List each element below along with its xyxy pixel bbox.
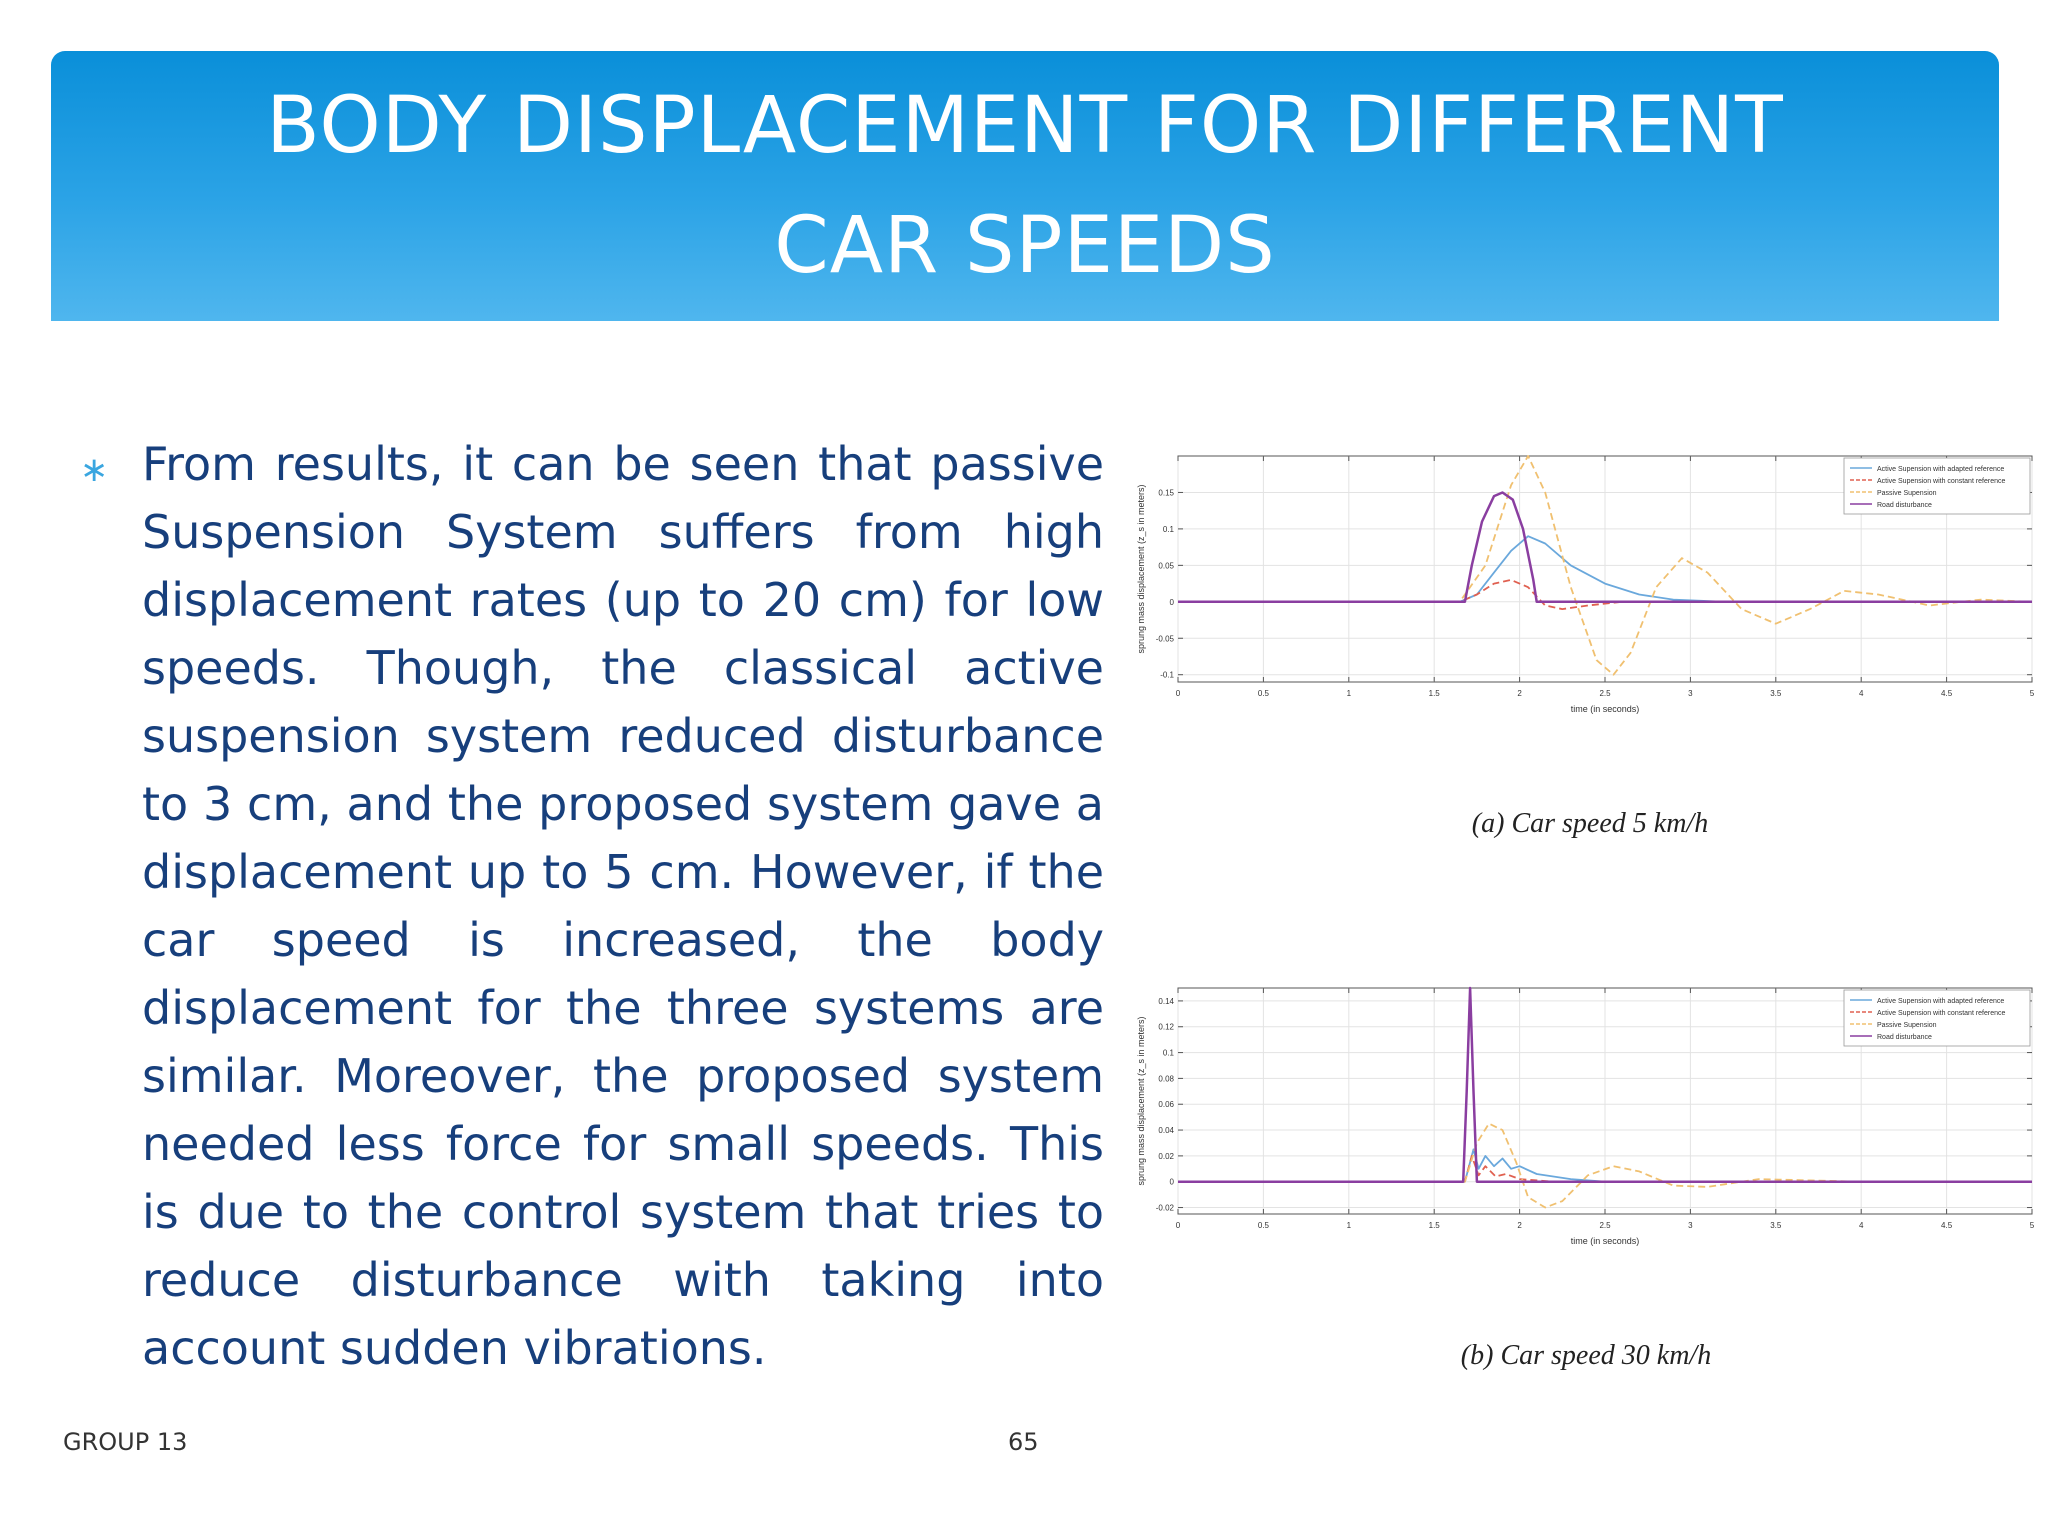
chart-a-legend-box <box>1843 457 2031 515</box>
chart-b-caption: (b) Car speed 30 km/h <box>1460 1340 1712 1371</box>
chart-b-xtick-label: 1 <box>1347 1221 1352 1230</box>
chart-a-series-4 <box>1178 491 2032 604</box>
chart-a-ytick-label: -0.1 <box>1160 671 1174 680</box>
chart-b-legend-label: Active Supension with constant reference <box>1877 1010 2006 1017</box>
title-banner: BODY DISPLACEMENT FOR DIFFERENT CAR SPEE… <box>51 51 1999 321</box>
chart-b-legend-label: Road disturbance <box>1877 1034 1932 1041</box>
chart-a-xtick-label: 0.5 <box>1258 689 1270 698</box>
chart-b-ytick-label: 0.06 <box>1158 1100 1174 1109</box>
chart-b-ylabel: sprung mass displacement (z_s in meters) <box>1136 1016 1146 1185</box>
chart-b-xtick-label: 3.5 <box>1770 1221 1782 1230</box>
chart-b-xlabel: time (in seconds) <box>1571 1236 1640 1246</box>
chart-b-ytick-label: 0.1 <box>1163 1049 1175 1058</box>
chart-a-xtick-label: 1.5 <box>1429 689 1441 698</box>
chart-a-ylabel: sprung mass displacement (z_s in meters) <box>1136 484 1146 653</box>
chart-a-legend-label: Passive Supension <box>1877 490 1937 497</box>
chart-b-ytick-label: 0.04 <box>1158 1126 1174 1135</box>
chart-b-xtick-label: 3 <box>1688 1221 1693 1230</box>
bullet-star-icon: ∗ <box>80 450 109 490</box>
chart-b-xtick-label: 0.5 <box>1258 1221 1270 1230</box>
chart-a-ytick-label: -0.05 <box>1156 634 1175 643</box>
chart-a-xtick-label: 2.5 <box>1599 689 1611 698</box>
chart-a-legend: Active Supension with adapted reference A… <box>1843 457 2031 515</box>
chart-b-xtick-label: 2.5 <box>1599 1221 1611 1230</box>
chart-a-xtick-label: 3 <box>1688 689 1693 698</box>
chart-a-legend-label: Road disturbance <box>1877 502 1932 509</box>
slide-title: BODY DISPLACEMENT FOR DIFFERENT CAR SPEE… <box>266 66 1784 306</box>
bullet-text: From results, it can be seen that passiv… <box>142 437 1104 1375</box>
chart-a-xtick-label: 4.5 <box>1941 689 1953 698</box>
chart-b-ytick-label: 0 <box>1170 1178 1175 1187</box>
chart-a-xlabel: time (in seconds) <box>1571 704 1640 714</box>
chart-b-xtick-label: 4 <box>1859 1221 1864 1230</box>
chart-a-ytick-label: 0.1 <box>1163 525 1175 534</box>
chart-b-ytick-label: -0.02 <box>1156 1204 1175 1213</box>
chart-a: 0 0.5 1 1.5 2 2.5 3 3.5 4 4.5 5 -0.1 -0.05 0 0.05 0.1 0.… <box>1136 455 2035 714</box>
footer-group-label: GROUP 13 <box>63 1428 188 1456</box>
chart-a-legend-label: Active Supension with constant reference <box>1877 478 2006 485</box>
chart-b-series-3 <box>1178 1122 2032 1209</box>
chart-a-legend-label: Active Supension with adapted reference <box>1877 466 2004 473</box>
slide-title-line2: CAR SPEEDS <box>774 201 1276 291</box>
chart-a-xtick-label: 2 <box>1517 689 1522 698</box>
chart-a-ytick-label: 0 <box>1170 598 1175 607</box>
chart-b-ytick-label: 0.02 <box>1158 1152 1174 1161</box>
chart-a-ytick-label: 0.05 <box>1158 561 1174 570</box>
chart-a-ytick-label: 0.15 <box>1158 488 1174 497</box>
chart-a-xtick-label: 4 <box>1859 689 1864 698</box>
chart-a-series-3 <box>1178 455 2033 676</box>
chart-b-ytick-label: 0.14 <box>1158 997 1174 1006</box>
chart-a-xtick-label: 3.5 <box>1770 689 1782 698</box>
chart-b-xtick-label: 0 <box>1176 1221 1181 1230</box>
chart-a-container: 0 0.5 1 1.5 2 2.5 3 3.5 4 4.5 5 -0.1 -0.05 0 0.05 0.1 0.… <box>1130 448 2040 738</box>
chart-b-ytick-label: 0.08 <box>1158 1074 1174 1083</box>
chart-b-legend-label: Active Supension with adapted reference <box>1877 998 2004 1005</box>
chart-b-series-1 <box>1178 1148 2032 1183</box>
chart-b-series-4 <box>1178 986 2032 1183</box>
chart-b-legend-label: Passive Supension <box>1877 1022 1937 1029</box>
chart-a-xtick-label: 5 <box>2030 689 2035 698</box>
chart-b-xtick-label: 1.5 <box>1429 1221 1441 1230</box>
chart-b: 0 0.5 1 1.5 2 2.5 3 3.5 4 4.5 5-0.0200.020.040.060… <box>1136 986 2035 1246</box>
chart-b-legend: Active Supension with adapted reference A… <box>1843 989 2031 1047</box>
page-number: 65 <box>1008 1428 1039 1456</box>
chart-b-xtick-label: 2 <box>1517 1221 1522 1230</box>
chart-b-container: 0 0.5 1 1.5 2 2.5 3 3.5 4 4.5 5 -0.02 0 0.02 0.04 0.06 0… <box>1130 980 2040 1270</box>
chart-b-xtick-label: 5 <box>2030 1221 2035 1230</box>
chart-a-caption: (a) Car speed 5 km/h <box>1471 808 1709 839</box>
chart-a-xtick-label: 0 <box>1176 689 1181 698</box>
chart-b-ytick-label: 0.12 <box>1158 1023 1174 1032</box>
chart-b-legend-box <box>1843 989 2031 1047</box>
chart-a-xtick-label: 1 <box>1347 689 1352 698</box>
slide-title-line1: BODY DISPLACEMENT FOR DIFFERENT <box>266 81 1784 171</box>
chart-b-xtick-label: 4.5 <box>1941 1221 1953 1230</box>
